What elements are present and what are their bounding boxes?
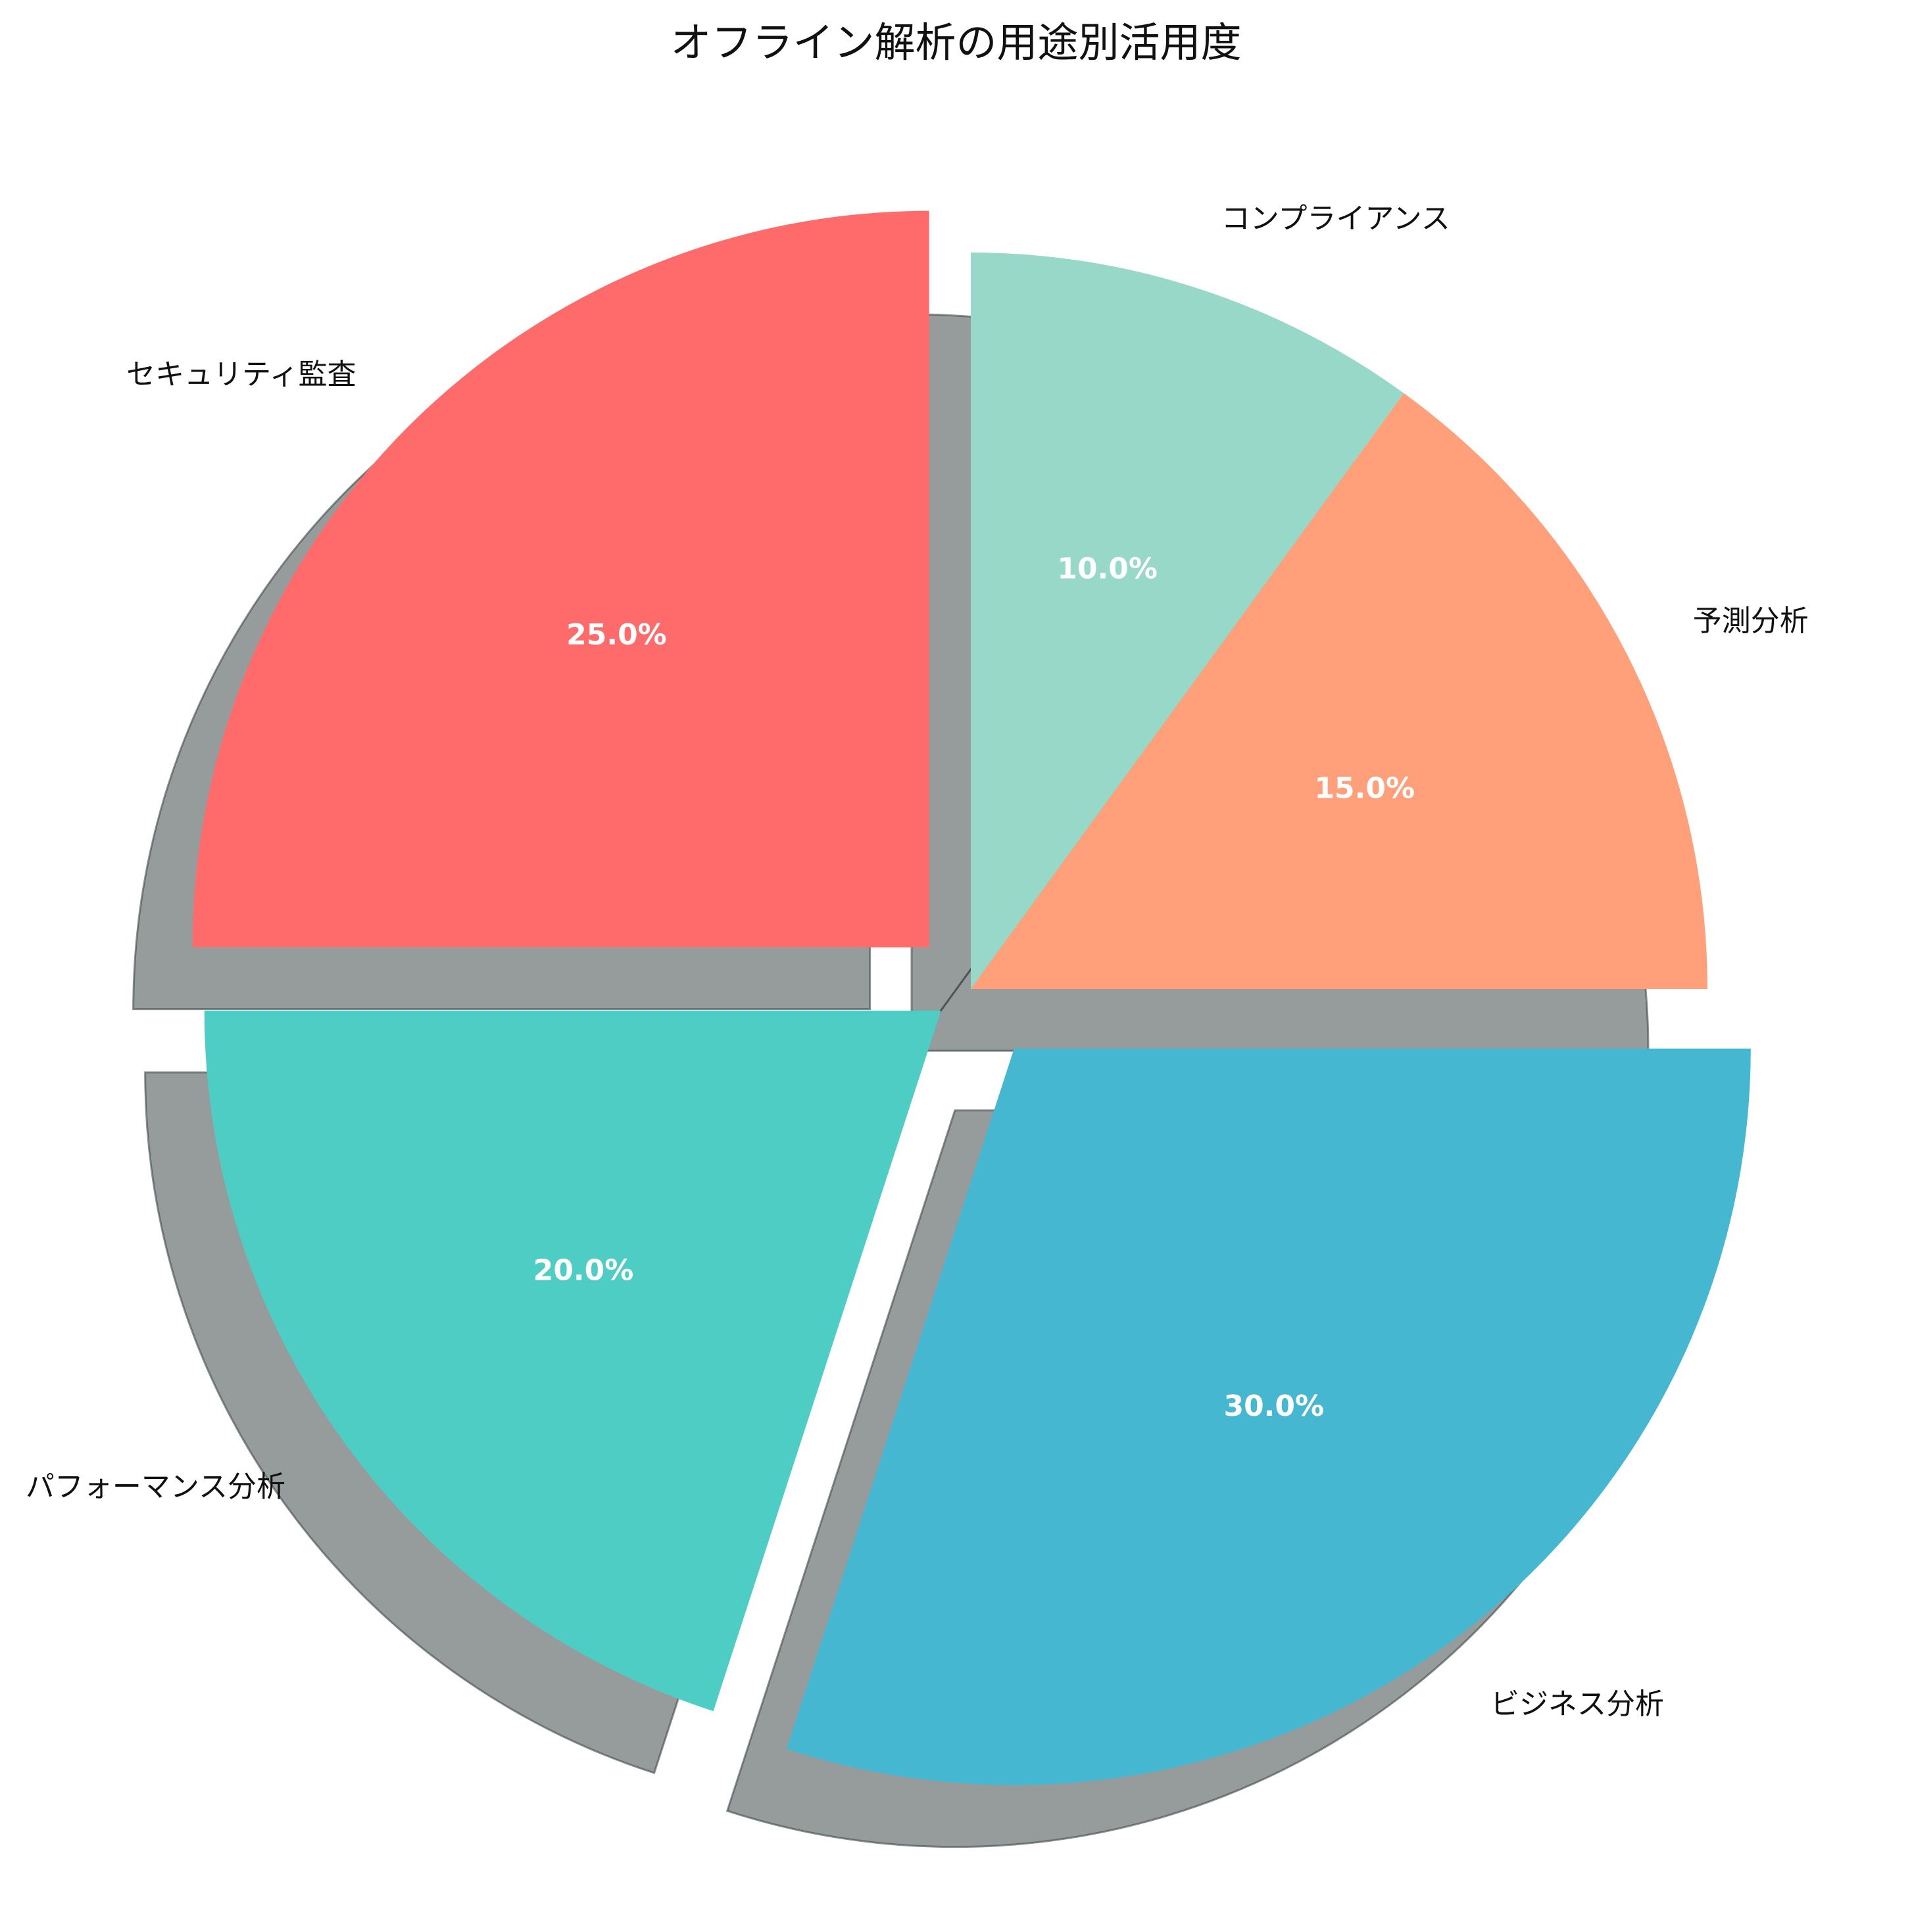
chart-title: オフライン解析の用途別活用度 — [670, 18, 1242, 66]
pie-slices — [192, 210, 1751, 1785]
slice-4 — [192, 210, 929, 948]
slice-1-category-label: 予測分析 — [1693, 604, 1809, 638]
slice-4-percent-label: 25.0% — [566, 618, 667, 652]
slice-1-percent-label: 15.0% — [1314, 771, 1415, 805]
slice-0 — [971, 253, 1404, 989]
slice-4-category-label: セキュリティ監査 — [126, 358, 356, 391]
slice-2 — [786, 1048, 1751, 1785]
slice-3-percent-label: 20.0% — [533, 1253, 634, 1287]
slice-1 — [971, 393, 1707, 989]
slice-0-percent-label: 10.0% — [1057, 552, 1158, 585]
slice-0-category-label: コンプライアンス — [1221, 202, 1450, 235]
percent-labels: 10.0% 15.0% 30.0% 20.0% 25.0% — [533, 552, 1415, 1422]
slice-2-category-label: ビジネス分析 — [1490, 1687, 1664, 1721]
slice-3 — [204, 1010, 941, 1712]
slice-2-percent-label: 30.0% — [1223, 1389, 1324, 1423]
slice-3-category-label: パフォーマンス分析 — [26, 1470, 285, 1504]
